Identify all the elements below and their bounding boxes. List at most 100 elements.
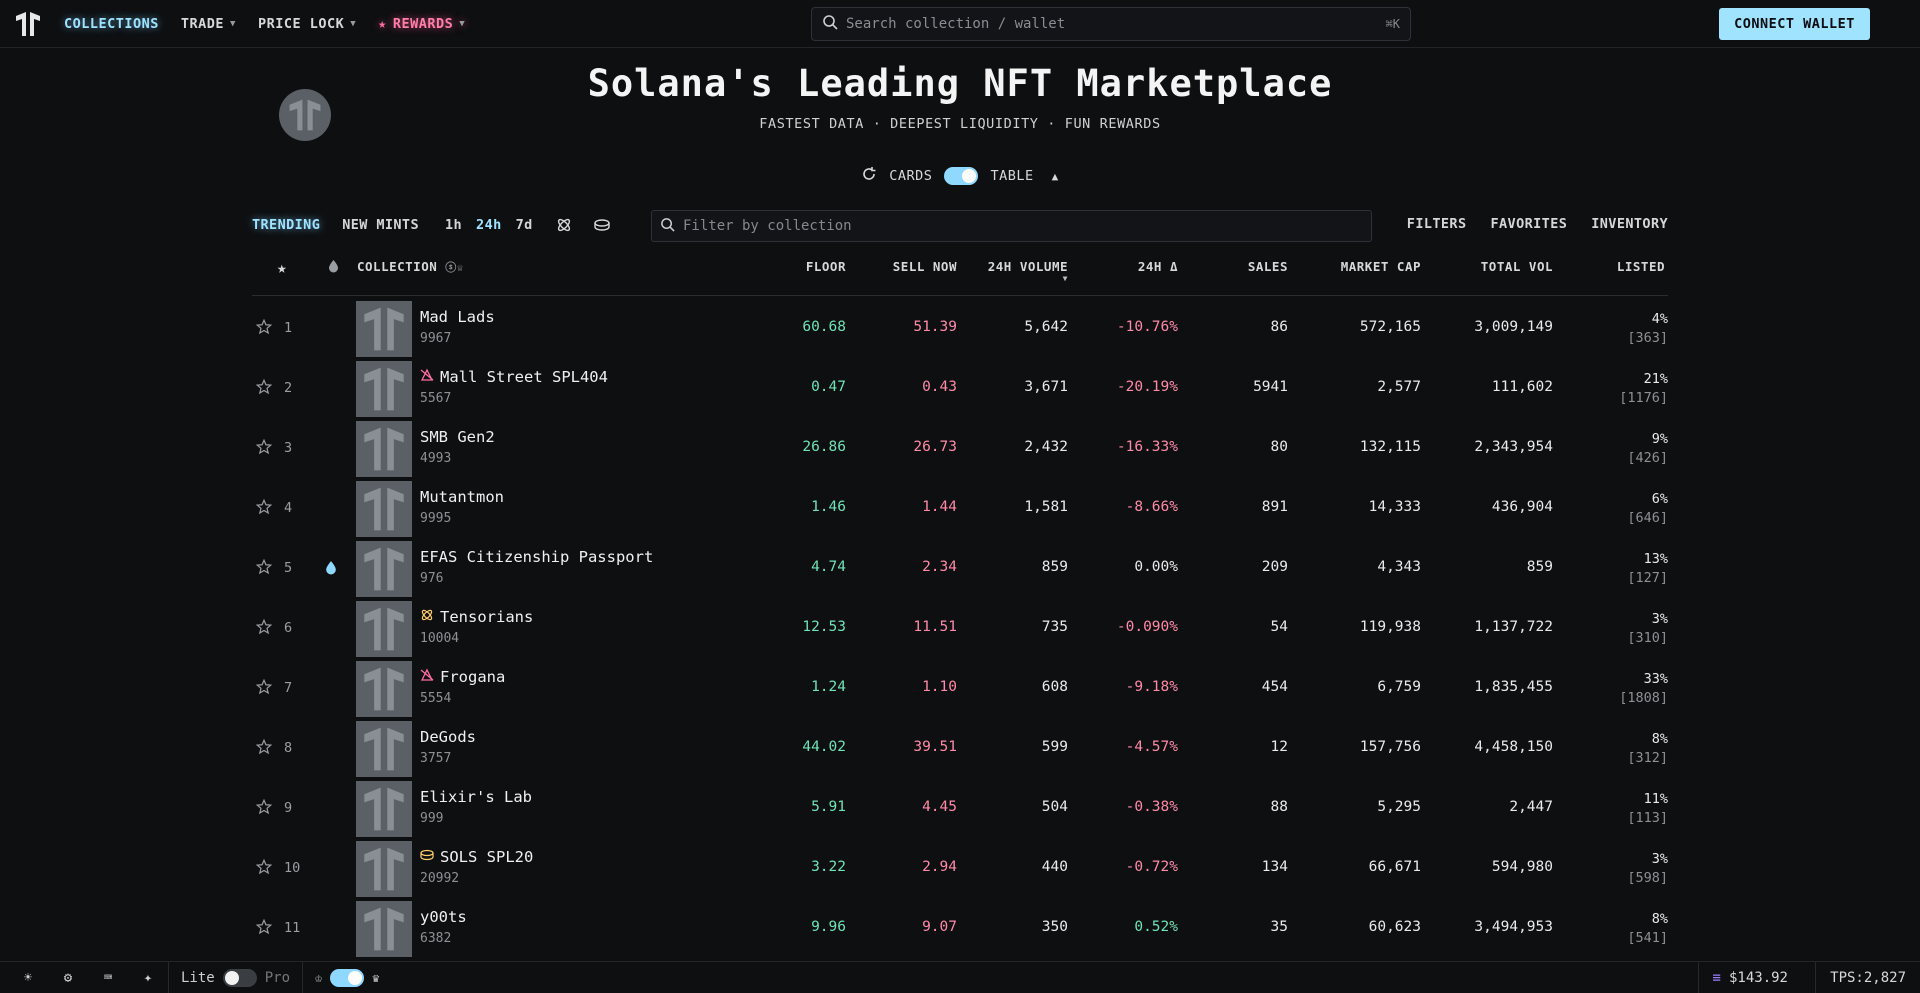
sun-icon[interactable]: ☀ bbox=[23, 969, 33, 986]
table-row[interactable]: 11 y00ts 6382 9.96 9.07 350 0.52% 35 60,623 3,494… bbox=[252, 898, 1668, 958]
crown-switch[interactable] bbox=[330, 968, 365, 987]
solana-icon: ≡ bbox=[1712, 970, 1721, 986]
nav-rewards[interactable]: ★ REWARDS ▼ bbox=[378, 16, 465, 32]
collection-name[interactable]: Tensorians bbox=[420, 608, 533, 626]
tensor-logo-icon[interactable] bbox=[14, 10, 42, 38]
favorite-star-icon[interactable] bbox=[255, 618, 273, 636]
floor-price: 3.22 bbox=[811, 859, 846, 875]
table-row[interactable]: 9 Elixir's Lab 999 5.91 4.45 504 -0.38% 88 5,295… bbox=[252, 778, 1668, 838]
table-label[interactable]: TABLE bbox=[990, 168, 1034, 184]
lite-pro-switch[interactable] bbox=[222, 968, 257, 987]
header-total-vol[interactable]: TOTAL VOL bbox=[1480, 259, 1553, 274]
collection-name[interactable]: Mutantmon bbox=[420, 488, 504, 506]
gear-icon[interactable]: ⚙ bbox=[63, 969, 73, 986]
tab-trending[interactable]: TRENDING bbox=[252, 217, 321, 233]
favorite-star-icon[interactable] bbox=[255, 378, 273, 396]
collection-name[interactable]: Frogana bbox=[420, 668, 505, 686]
header-collection-label: COLLECTION bbox=[357, 259, 438, 274]
nav-price-lock[interactable]: PRICE LOCK ▼ bbox=[258, 16, 356, 32]
table-row[interactable]: 8 DeGods 3757 44.02 39.51 599 -4.57% 12 157,756 4… bbox=[252, 718, 1668, 778]
timeframe-7d[interactable]: 7d bbox=[515, 217, 533, 233]
favorite-star-icon[interactable] bbox=[255, 738, 273, 756]
collection-name[interactable]: Elixir's Lab bbox=[420, 788, 532, 806]
crown-toggle[interactable]: ♔ ♛ bbox=[303, 968, 391, 987]
tab-new-mints[interactable]: NEW MINTS bbox=[342, 217, 419, 233]
table-row[interactable]: 3 SMB Gen2 4993 26.86 26.73 2,432 -16.33% 80 132… bbox=[252, 418, 1668, 478]
connect-wallet-button[interactable]: CONNECT WALLET bbox=[1719, 8, 1870, 40]
collection-name[interactable]: y00ts bbox=[420, 908, 467, 926]
collection-thumbnail[interactable] bbox=[356, 781, 412, 837]
sparkle-icon[interactable]: ✦ bbox=[143, 969, 153, 986]
keyboard-icon[interactable]: ⌨ bbox=[103, 969, 113, 986]
lite-pro-toggle[interactable]: Lite Pro bbox=[169, 968, 302, 987]
favorite-star-icon[interactable] bbox=[255, 678, 273, 696]
table-row[interactable]: 6 Tensorians 10004 12.53 11.51 735 -0.090% 54 11… bbox=[252, 598, 1668, 658]
table-row[interactable]: 10 SOLS SPL20 20992 3.22 2.94 440 -0.72% 134 66,… bbox=[252, 838, 1668, 898]
favorite-star-icon[interactable] bbox=[255, 798, 273, 816]
collection-filter[interactable] bbox=[651, 210, 1372, 242]
filters-link[interactable]: FILTERS bbox=[1406, 216, 1467, 232]
compressed-filter-icon[interactable] bbox=[555, 216, 573, 234]
header-sell-now[interactable]: SELL NOW bbox=[892, 259, 957, 274]
row-rank: 8 bbox=[284, 740, 293, 756]
global-search[interactable]: ⌘K bbox=[811, 7, 1411, 41]
timeframe-24h[interactable]: 24h bbox=[476, 217, 502, 233]
nav-trade[interactable]: TRADE ▼ bbox=[181, 16, 236, 32]
nav-collections[interactable]: COLLECTIONS bbox=[64, 16, 159, 32]
favorite-star-icon[interactable] bbox=[255, 498, 273, 516]
view-mode-switch[interactable] bbox=[944, 167, 979, 185]
cards-label[interactable]: CARDS bbox=[889, 168, 933, 184]
header-market-cap[interactable]: MARKET CAP bbox=[1340, 259, 1421, 274]
header-24h-change[interactable]: 24H Δ bbox=[1137, 259, 1178, 274]
favorite-star-icon[interactable] bbox=[255, 438, 273, 456]
favorites-link[interactable]: FAVORITES bbox=[1490, 216, 1568, 232]
header-collection[interactable]: COLLECTION ⓢ♕ bbox=[357, 259, 464, 275]
volume-24h: 2,432 bbox=[1024, 439, 1068, 455]
favorite-star-icon[interactable] bbox=[255, 318, 273, 336]
favorite-column-star-icon[interactable]: ★ bbox=[277, 258, 288, 277]
collection-thumbnail[interactable] bbox=[356, 601, 412, 657]
collection-thumbnail[interactable] bbox=[356, 361, 412, 417]
favorite-star-icon[interactable] bbox=[255, 558, 273, 576]
header-floor[interactable]: FLOOR bbox=[805, 259, 846, 274]
collection-thumbnail[interactable] bbox=[356, 301, 412, 357]
collection-thumbnail[interactable] bbox=[356, 841, 412, 897]
collection-thumbnail[interactable] bbox=[356, 481, 412, 537]
collection-name[interactable]: SMB Gen2 bbox=[420, 428, 495, 446]
market-cap: 119,938 bbox=[1359, 619, 1421, 635]
collection-name[interactable]: Mad Lads bbox=[420, 308, 495, 326]
favorite-star-icon[interactable] bbox=[255, 918, 273, 936]
table-row[interactable]: 2 Mall Street SPL404 5567 0.47 0.43 3,671 -20.… bbox=[252, 358, 1668, 418]
collection-supply: 6382 bbox=[420, 931, 452, 946]
collection-supply: 999 bbox=[420, 811, 444, 826]
collection-thumbnail[interactable] bbox=[356, 661, 412, 717]
listed-cell: 3% [310] bbox=[1627, 610, 1668, 648]
collection-thumbnail[interactable] bbox=[356, 541, 412, 597]
tps-indicator: TPS:2,827 bbox=[1815, 962, 1920, 993]
sell-now-price: 4.45 bbox=[922, 799, 957, 815]
collection-thumbnail[interactable] bbox=[356, 901, 412, 957]
collapse-up-icon[interactable]: ▲ bbox=[1051, 169, 1059, 183]
table-row[interactable]: 7 Frogana 5554 1.24 1.10 608 -9.18% 454 6,759 1,8… bbox=[252, 658, 1668, 718]
header-24h-volume[interactable]: 24H VOLUME ▼ bbox=[868, 259, 1068, 283]
header-sales[interactable]: SALES bbox=[1247, 259, 1288, 274]
inventory-link[interactable]: INVENTORY bbox=[1591, 216, 1668, 232]
collection-avatar bbox=[279, 89, 331, 141]
token-filter-icon[interactable] bbox=[593, 216, 611, 234]
search-input[interactable] bbox=[846, 16, 1386, 32]
collection-name[interactable]: DeGods bbox=[420, 728, 476, 746]
table-row[interactable]: 1 Mad Lads 9967 60.68 51.39 5,642 -10.76% 86 572… bbox=[252, 298, 1668, 358]
collection-name[interactable]: EFAS Citizenship Passport bbox=[420, 548, 653, 566]
table-row[interactable]: 5 EFAS Citizenship Passport 976 4.74 2.34 859… bbox=[252, 538, 1668, 598]
collection-thumbnail[interactable] bbox=[356, 721, 412, 777]
collection-filter-input[interactable] bbox=[683, 218, 1363, 234]
header-listed[interactable]: LISTED bbox=[1616, 259, 1665, 274]
refresh-icon[interactable] bbox=[861, 166, 877, 186]
favorite-star-icon[interactable] bbox=[255, 858, 273, 876]
table-row[interactable]: 4 Mutantmon 9995 1.46 1.44 1,581 -8.66% 891 14,3… bbox=[252, 478, 1668, 538]
collection-thumbnail[interactable] bbox=[356, 421, 412, 477]
sell-now-price: 39.51 bbox=[913, 739, 957, 755]
timeframe-1h[interactable]: 1h bbox=[444, 217, 463, 233]
collection-name[interactable]: Mall Street SPL404 bbox=[420, 368, 608, 386]
collection-name[interactable]: SOLS SPL20 bbox=[420, 848, 533, 866]
